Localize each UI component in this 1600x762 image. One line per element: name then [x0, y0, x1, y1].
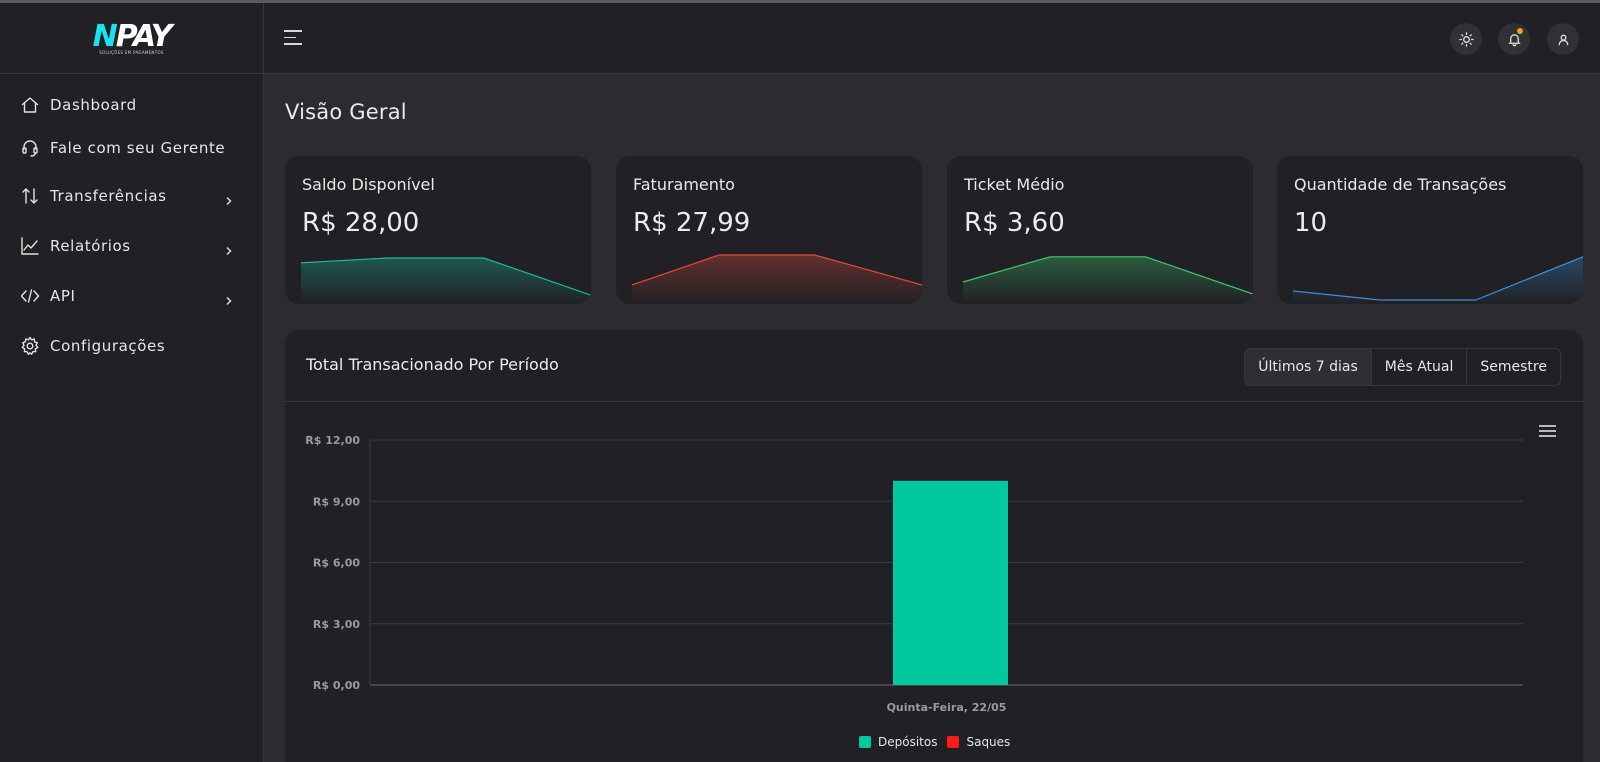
- sidebar-item-label: Configurações: [50, 337, 166, 355]
- sparkline-area: [1293, 256, 1583, 304]
- card-value: R$ 28,00: [302, 208, 420, 238]
- y-tick-label: R$ 3,00: [313, 618, 360, 631]
- chevron-right-icon: [224, 291, 234, 306]
- chevron-right-icon: [224, 241, 234, 256]
- card-label: Saldo Disponível: [302, 175, 435, 194]
- stat-card-balance: Saldo Disponível R$ 28,00: [285, 156, 591, 304]
- chart-header: Total Transacionado Por Período Últimos …: [285, 330, 1583, 402]
- stat-card-transactions: Quantidade de Transações 10: [1277, 156, 1583, 304]
- sun-icon: [1458, 31, 1474, 47]
- stat-card-revenue: Faturamento R$ 27,99: [616, 156, 922, 304]
- bar-chart: R$ 0,00 R$ 3,00 R$ 6,00 R$ 9,00 R$ 12,00 Quin…: [305, 434, 1523, 714]
- transfer-arrows-icon: [20, 186, 40, 206]
- sparkline-area: [963, 256, 1253, 304]
- sparkline-line: [1292, 256, 1583, 301]
- sidebar-item-label: Dashboard: [50, 96, 137, 114]
- sidebar-item-transfers[interactable]: Transferências: [0, 181, 264, 211]
- home-icon: [20, 95, 40, 115]
- card-value: R$ 27,99: [633, 208, 751, 238]
- sparkline: [962, 256, 1253, 304]
- period-selector: Últimos 7 dias Mês Atual Semestre: [1244, 348, 1561, 386]
- stat-card-ticket: Ticket Médio R$ 3,60: [947, 156, 1253, 304]
- card-label: Quantidade de Transações: [1294, 175, 1507, 194]
- line-chart-icon: [20, 236, 40, 256]
- chart-panel: Total Transacionado Por Período Últimos …: [285, 330, 1583, 762]
- card-value: 10: [1294, 208, 1328, 238]
- y-tick-label: R$ 12,00: [305, 434, 360, 447]
- bell-icon: [1507, 33, 1521, 46]
- legend-item-deposits[interactable]: Depósitos: [859, 735, 937, 749]
- sparkline-line: [962, 256, 1253, 295]
- legend-label: Saques: [966, 735, 1011, 749]
- sidebar-item-dashboard[interactable]: Dashboard: [0, 90, 264, 120]
- sidebar-item-label: Fale com seu Gerente: [50, 139, 226, 157]
- legend-swatch: [859, 736, 871, 748]
- sparkline-area: [301, 258, 591, 304]
- card-value: R$ 3,60: [964, 208, 1065, 238]
- page-title: Visão Geral: [285, 100, 407, 124]
- bar-deposits: [893, 480, 1008, 685]
- window-top-border: [0, 0, 1600, 3]
- chevron-right-icon: [224, 191, 234, 206]
- user-icon: [1558, 34, 1568, 45]
- sidebar-item-api[interactable]: API: [0, 281, 264, 311]
- card-label: Ticket Médio: [964, 175, 1065, 194]
- x-tick-label: Quinta-Feira, 22/05: [887, 701, 1007, 714]
- legend-swatch: [947, 736, 960, 748]
- sparkline-area: [632, 255, 922, 304]
- legend-label: Depósitos: [878, 735, 938, 749]
- code-icon: [20, 286, 40, 306]
- logo-area: NPAY SOLUÇÕES EM PAGAMENTOS: [0, 3, 263, 74]
- sparkline-line: [300, 257, 591, 296]
- top-header: [264, 3, 1600, 74]
- gear-icon: [20, 336, 40, 356]
- sidebar-item-settings[interactable]: Configurações: [0, 331, 264, 361]
- sidebar-item-label: API: [50, 287, 76, 305]
- menu-icon[interactable]: [284, 30, 302, 46]
- chart-title: Total Transacionado Por Período: [306, 355, 559, 374]
- user-menu-button[interactable]: [1547, 23, 1579, 55]
- sidebar-item-manager[interactable]: Fale com seu Gerente: [0, 133, 264, 163]
- sparkline: [1292, 256, 1583, 304]
- chart-menu-icon[interactable]: [1539, 425, 1556, 437]
- logo-tagline: SOLUÇÕES EM PAGAMENTOS: [99, 49, 164, 55]
- tab-semester[interactable]: Semestre: [1466, 349, 1560, 385]
- sparkline: [631, 254, 922, 304]
- y-tick-label: R$ 9,00: [313, 495, 360, 508]
- card-label: Faturamento: [633, 175, 735, 194]
- tab-last-7-days[interactable]: Últimos 7 dias: [1245, 349, 1371, 385]
- y-tick-label: R$ 6,00: [313, 557, 360, 570]
- sparkline-line: [631, 254, 922, 286]
- brand-logo[interactable]: NPAY SOLUÇÕES EM PAGAMENTOS: [92, 18, 173, 55]
- chart-legend: Depósitos Saques: [859, 735, 1010, 749]
- logo-mark: NPAY: [92, 18, 173, 54]
- sidebar-item-label: Relatórios: [50, 237, 131, 255]
- tab-current-month[interactable]: Mês Atual: [1370, 349, 1467, 385]
- sparkline: [300, 257, 591, 304]
- sidebar-item-label: Transferências: [50, 187, 167, 205]
- notification-dot: [1517, 28, 1523, 34]
- headset-icon: [20, 138, 40, 158]
- y-tick-label: R$ 0,00: [313, 679, 360, 692]
- theme-toggle-button[interactable]: [1450, 23, 1482, 55]
- legend-item-withdrawals[interactable]: Saques: [947, 735, 1010, 749]
- notifications-button[interactable]: [1498, 23, 1530, 55]
- sidebar-item-reports[interactable]: Relatórios: [0, 231, 264, 261]
- sidebar: NPAY SOLUÇÕES EM PAGAMENTOS Dashboard Fa…: [0, 3, 264, 762]
